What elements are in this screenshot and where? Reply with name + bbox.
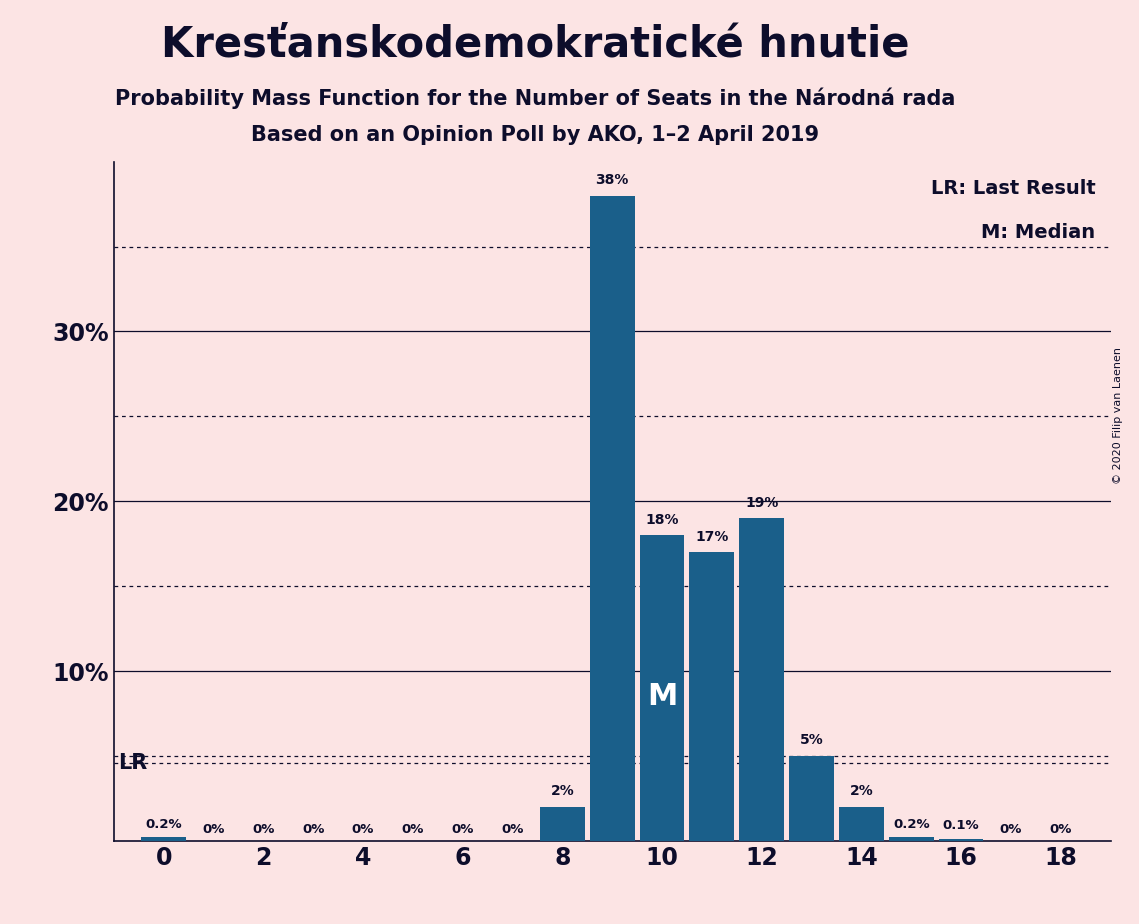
Bar: [888, 837, 934, 841]
Text: 0%: 0%: [402, 822, 424, 835]
Text: 18%: 18%: [646, 513, 679, 527]
Text: 0%: 0%: [501, 822, 524, 835]
Bar: [689, 553, 735, 841]
Text: 0.1%: 0.1%: [943, 820, 980, 833]
Bar: [590, 196, 634, 841]
Bar: [540, 807, 584, 841]
Text: M: Median: M: Median: [982, 223, 1096, 242]
Bar: [640, 535, 685, 841]
Text: 5%: 5%: [800, 734, 823, 748]
Text: Kresťanskodemokratické hnutie: Kresťanskodemokratické hnutie: [161, 23, 910, 65]
Text: 2%: 2%: [550, 784, 574, 798]
Text: 0%: 0%: [302, 822, 325, 835]
Text: 0%: 0%: [451, 822, 474, 835]
Text: Probability Mass Function for the Number of Seats in the Národná rada: Probability Mass Function for the Number…: [115, 88, 956, 109]
Text: 2%: 2%: [850, 784, 874, 798]
Bar: [739, 518, 784, 841]
Text: 38%: 38%: [596, 173, 629, 188]
Text: LR: LR: [117, 753, 147, 772]
Text: 0.2%: 0.2%: [893, 818, 929, 831]
Text: 0%: 0%: [1000, 822, 1022, 835]
Text: 19%: 19%: [745, 496, 778, 510]
Text: 17%: 17%: [695, 529, 729, 543]
Bar: [939, 839, 983, 841]
Bar: [789, 756, 834, 841]
Text: 0%: 0%: [1049, 822, 1072, 835]
Text: 0%: 0%: [203, 822, 224, 835]
Text: LR: Last Result: LR: Last Result: [931, 178, 1096, 198]
Text: 0%: 0%: [352, 822, 375, 835]
Text: 0.2%: 0.2%: [146, 818, 182, 831]
Text: Based on an Opinion Poll by AKO, 1–2 April 2019: Based on an Opinion Poll by AKO, 1–2 Apr…: [252, 125, 819, 145]
Text: M: M: [647, 682, 678, 711]
Text: 0%: 0%: [252, 822, 274, 835]
Bar: [141, 837, 186, 841]
Bar: [839, 807, 884, 841]
Text: © 2020 Filip van Laenen: © 2020 Filip van Laenen: [1114, 347, 1123, 484]
